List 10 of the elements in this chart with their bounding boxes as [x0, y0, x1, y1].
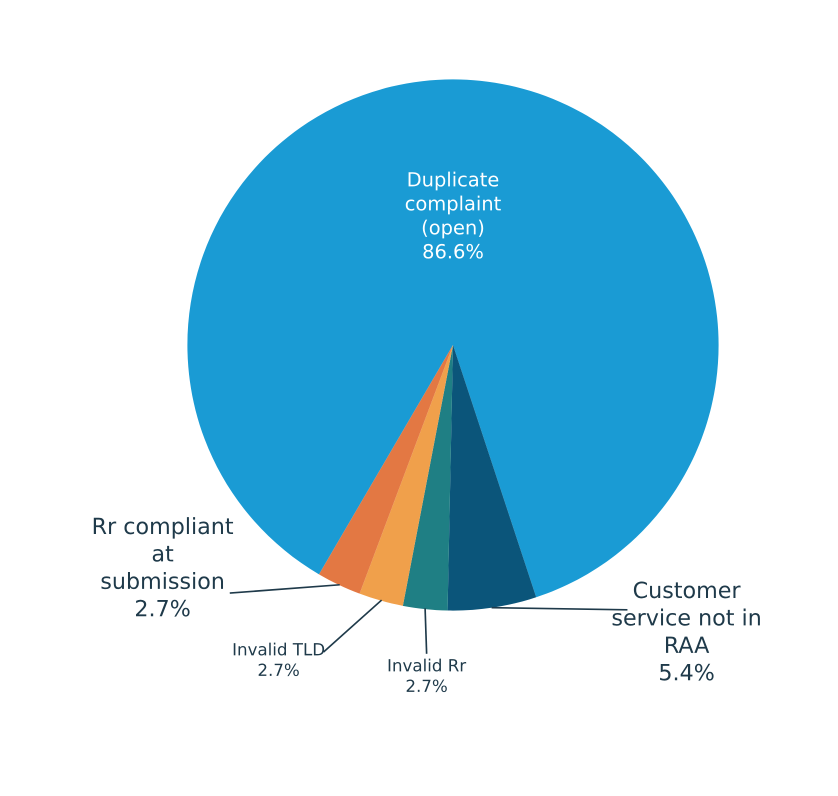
slice-label: Customer service not in RAA [612, 582, 760, 653]
data-label: 2.7% [406, 680, 447, 692]
slice-label: Duplicate complaint (open) [406, 172, 501, 238]
slice-label: Invalid Rr [388, 658, 466, 672]
data-label: 2.7% [258, 664, 299, 676]
data-label: 86.6% [423, 244, 483, 259]
slice-label: Invalid TLD [234, 642, 324, 656]
data-label: 2.7% [136, 600, 190, 617]
slice-label: Rr compliant at submission [94, 517, 234, 590]
data-label: 5.4% [660, 664, 714, 681]
